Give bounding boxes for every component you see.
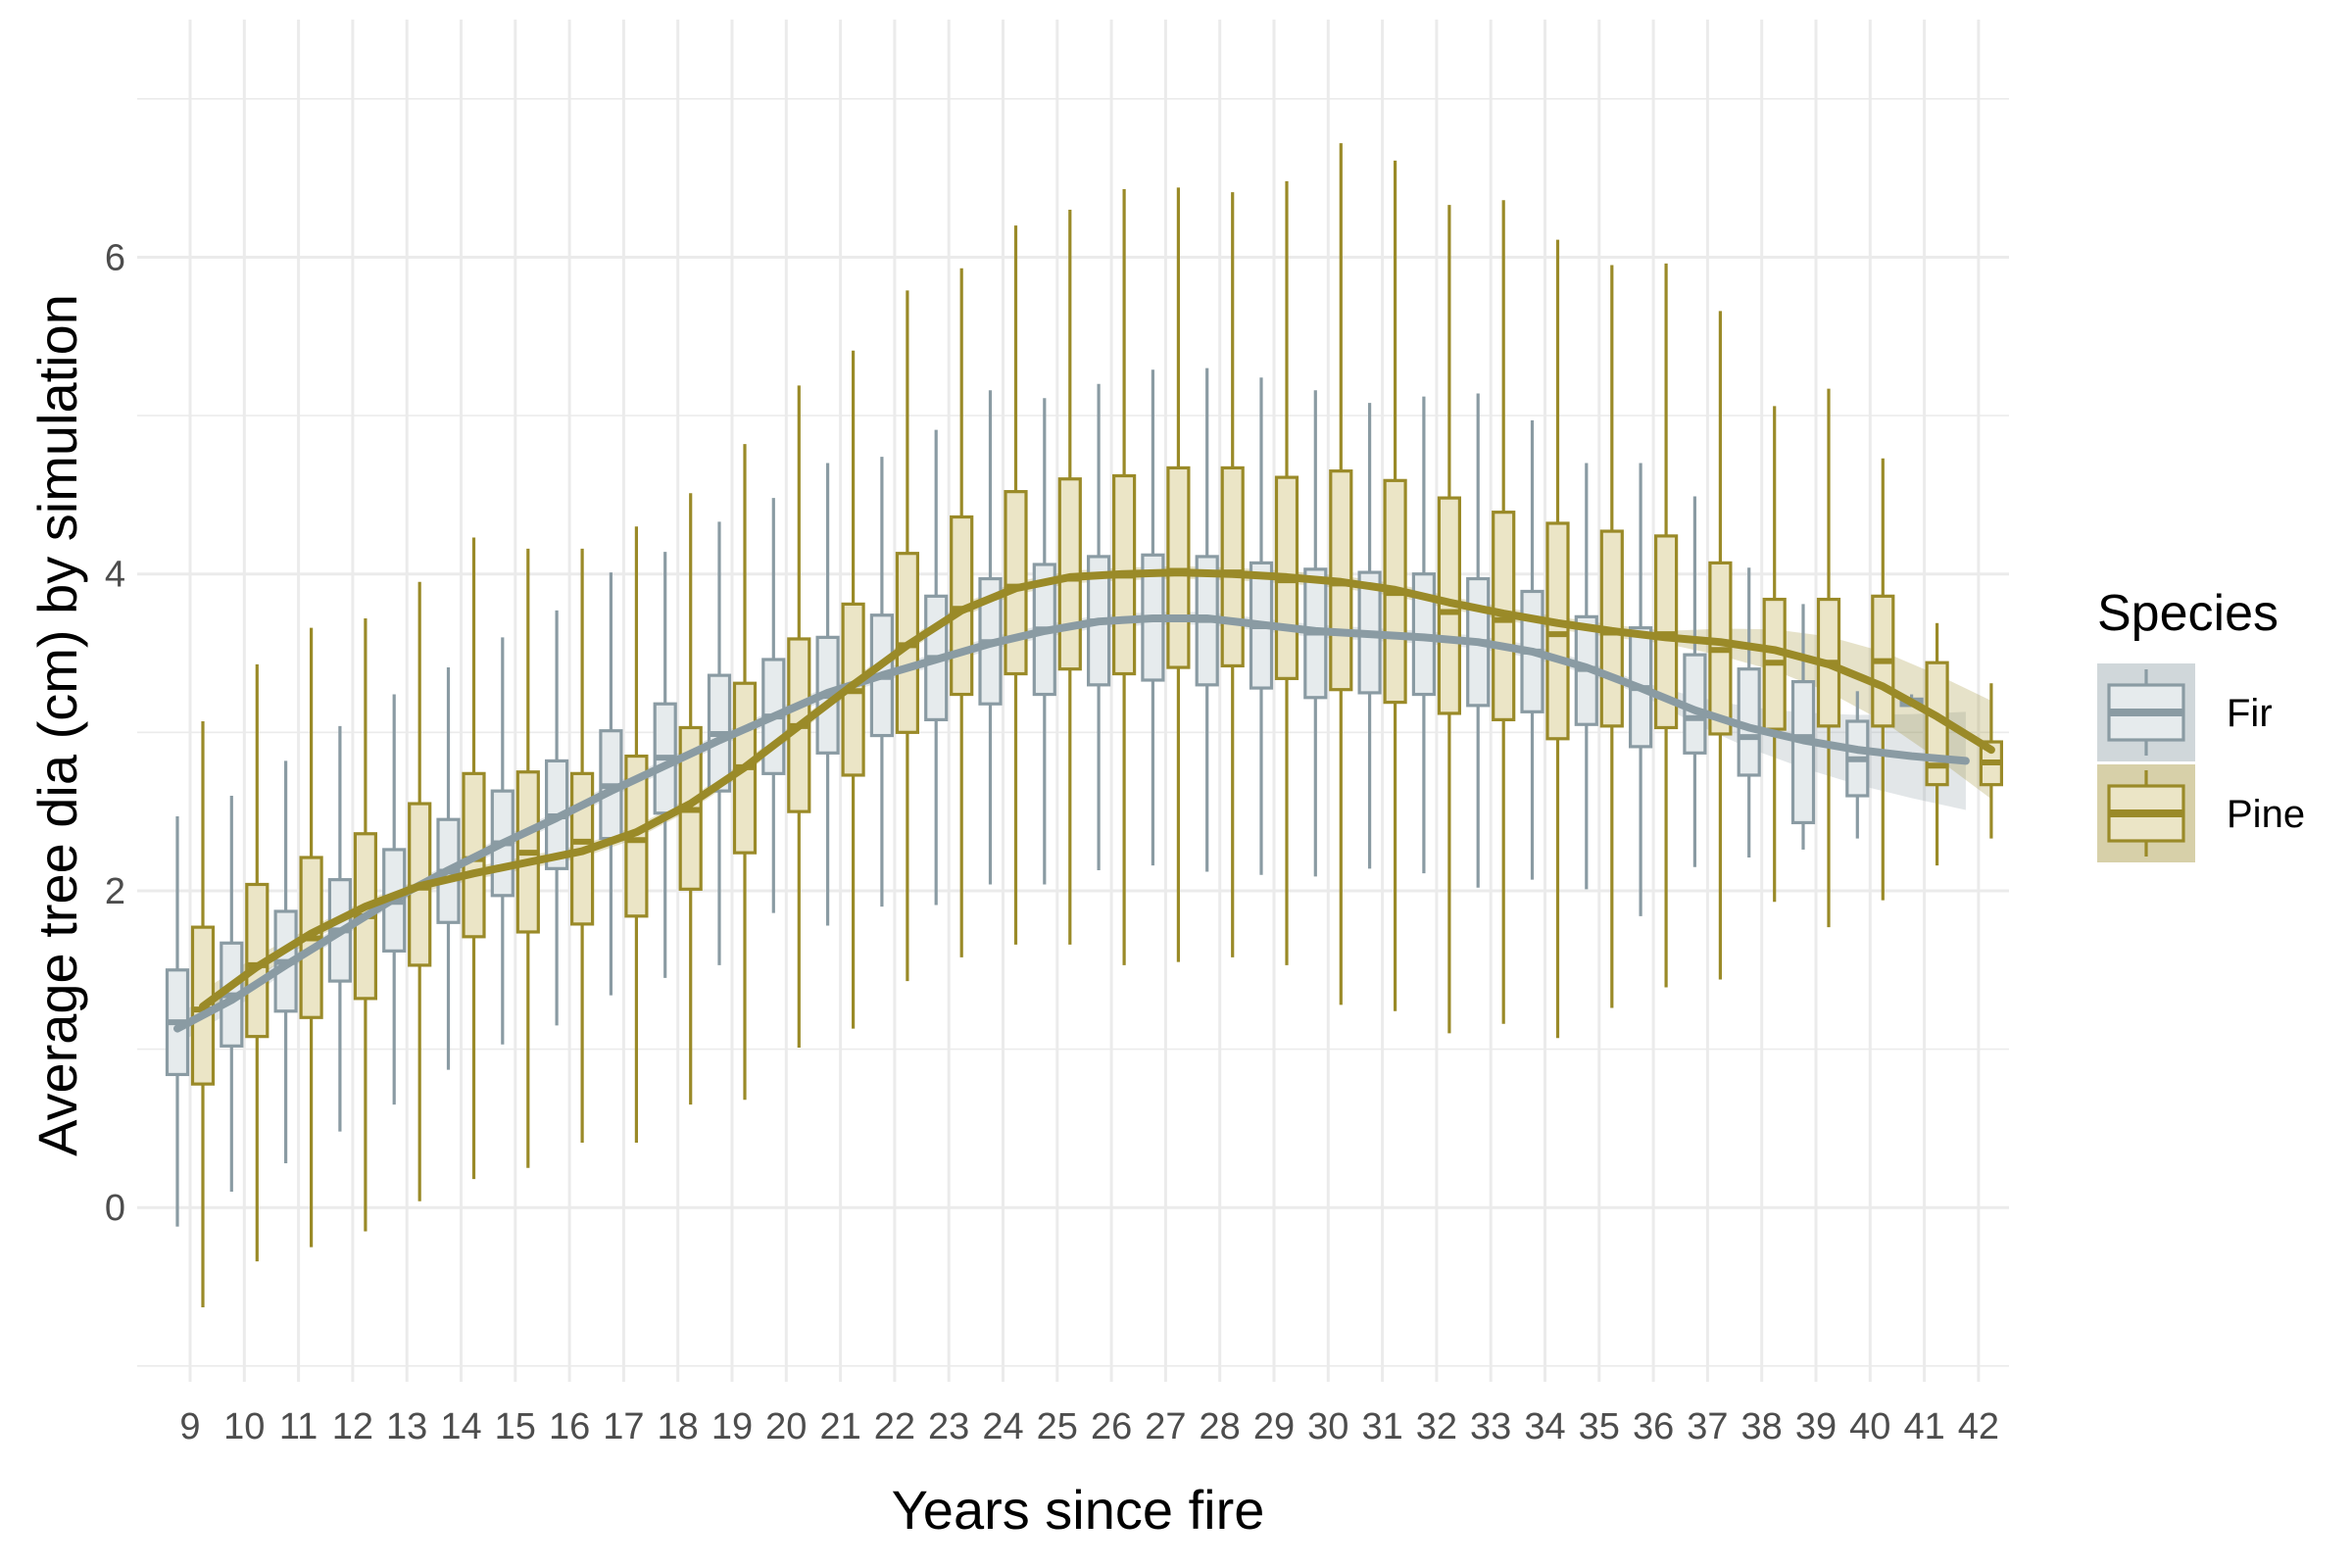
y-tick-label: 4 xyxy=(105,555,125,596)
fir-box-24 xyxy=(978,390,1003,885)
x-tick-label: 30 xyxy=(1307,1406,1348,1447)
pine-box-41 xyxy=(1925,622,1949,866)
pine-box-39 xyxy=(1816,388,1841,928)
pine-box-32 xyxy=(1437,205,1462,1034)
x-tick-label: 32 xyxy=(1416,1406,1457,1447)
pine-box-42 xyxy=(1979,683,2004,839)
pine-box-37 xyxy=(1708,311,1733,980)
fir-smooth-line xyxy=(173,613,1970,1033)
x-tick-label: 36 xyxy=(1633,1406,1674,1447)
box-iqr xyxy=(1220,466,1245,668)
fir-box-35 xyxy=(1574,463,1598,890)
pine-box-34 xyxy=(1545,239,1570,1039)
pine-smooth-line xyxy=(199,568,1995,1010)
smooth-lines xyxy=(173,568,1995,1033)
legend: Species Fir Pine xyxy=(2097,585,2305,862)
pine-box-36 xyxy=(1653,263,1679,988)
x-tick-label: 15 xyxy=(495,1406,536,1447)
pine-box-10 xyxy=(245,663,270,1262)
x-tick-label: 39 xyxy=(1795,1406,1837,1447)
box-iqr xyxy=(1166,466,1191,669)
y-tick-label: 6 xyxy=(105,237,125,278)
x-tick-label: 11 xyxy=(279,1406,318,1447)
x-tick-label: 33 xyxy=(1470,1406,1511,1447)
fir-box-36 xyxy=(1628,463,1653,916)
x-tick-label: 18 xyxy=(658,1406,699,1447)
pine-legend-key xyxy=(2097,764,2195,862)
legend-title: Species xyxy=(2097,585,2278,642)
x-tick-label: 23 xyxy=(928,1406,969,1447)
y-axis: 0 2 4 6 xyxy=(105,237,125,1229)
fir-box-20 xyxy=(761,498,786,913)
x-tick-label: 27 xyxy=(1145,1406,1186,1447)
pine-box-28 xyxy=(1220,192,1245,957)
x-tick-label: 22 xyxy=(874,1406,915,1447)
x-tick-label: 34 xyxy=(1524,1406,1565,1447)
box-iqr xyxy=(1790,680,1816,825)
x-axis-title: Years since fire xyxy=(892,1479,1265,1541)
x-tick-label: 42 xyxy=(1958,1406,1999,1447)
y-tick-label: 2 xyxy=(105,871,125,912)
fir-box-25 xyxy=(1032,398,1056,885)
x-tick-label: 21 xyxy=(819,1406,860,1447)
fir-box-18 xyxy=(653,552,677,978)
pine-box-15 xyxy=(515,548,540,1168)
pine-box-22 xyxy=(895,290,920,982)
x-tick-label: 40 xyxy=(1849,1406,1890,1447)
x-tick-label: 14 xyxy=(440,1406,481,1447)
x-tick-label: 9 xyxy=(179,1406,200,1447)
x-tick-label: 17 xyxy=(603,1406,644,1447)
pine-box-30 xyxy=(1329,143,1353,1005)
fir-box-37 xyxy=(1683,496,1707,867)
box-iqr xyxy=(1004,490,1028,676)
fir-box-40 xyxy=(1845,691,1870,839)
x-tick-label: 20 xyxy=(765,1406,807,1447)
x-tick-label: 19 xyxy=(711,1406,753,1447)
x-tick-label: 25 xyxy=(1037,1406,1078,1447)
fir-box-23 xyxy=(924,429,949,906)
legend-label-fir: Fir xyxy=(2227,692,2273,735)
box-iqr xyxy=(1545,521,1570,741)
x-tick-label: 24 xyxy=(982,1406,1023,1447)
legend-label-pine: Pine xyxy=(2227,793,2305,836)
x-tick-label: 41 xyxy=(1903,1406,1944,1447)
x-tick-label: 38 xyxy=(1741,1406,1783,1447)
x-tick-label: 13 xyxy=(386,1406,427,1447)
x-tick-label: 28 xyxy=(1200,1406,1241,1447)
fir-box-38 xyxy=(1737,567,1761,858)
x-tick-label: 26 xyxy=(1091,1406,1132,1447)
fir-box-26 xyxy=(1086,383,1111,870)
fir-legend-key xyxy=(2097,663,2195,761)
y-axis-title: Average tree dia (cm) by simulation xyxy=(26,294,88,1156)
x-tick-label: 12 xyxy=(332,1406,373,1447)
pine-box-35 xyxy=(1599,265,1624,1008)
x-tick-label: 10 xyxy=(223,1406,265,1447)
x-tick-label: 29 xyxy=(1253,1406,1295,1447)
y-tick-label: 0 xyxy=(105,1188,125,1229)
boxplots xyxy=(165,143,2004,1308)
x-tick-label: 31 xyxy=(1361,1406,1402,1447)
x-tick-label: 16 xyxy=(549,1406,590,1447)
x-axis: 9 10 11 12 13 14 15 16 17 18 19 20 21 22 23 24 25 26 27 28 2… xyxy=(179,1406,1999,1447)
fir-box-19 xyxy=(707,521,732,965)
pine-box-38 xyxy=(1762,406,1787,903)
x-tick-label: 37 xyxy=(1687,1406,1728,1447)
x-tick-label: 35 xyxy=(1579,1406,1620,1447)
